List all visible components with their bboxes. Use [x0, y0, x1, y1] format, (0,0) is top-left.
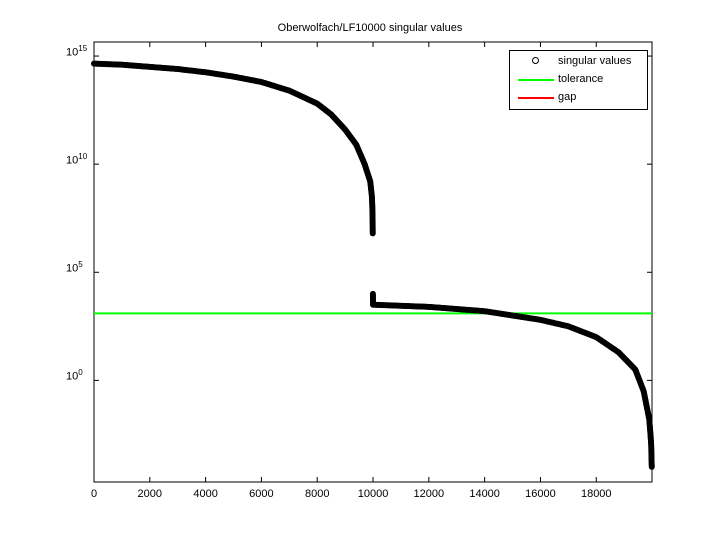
x-tick-label: 8000: [304, 488, 330, 500]
y-tick-label: 105: [66, 260, 83, 275]
x-tick-label: 0: [90, 488, 98, 500]
x-tick-label: 2000: [137, 488, 163, 500]
x-tick-label: 4000: [193, 488, 218, 500]
chart-title: Oberwolfach/LF10000 singular values: [277, 22, 463, 34]
legend: singular values tolerance gap: [509, 50, 648, 110]
green-line-icon: [518, 79, 554, 81]
y-tick-label: 1010: [66, 152, 88, 167]
x-tick-label: 10000: [357, 488, 389, 500]
red-line-icon: [518, 97, 554, 99]
x-tick-label: 16000: [525, 488, 556, 500]
y-tick-label: 100: [66, 368, 83, 384]
circle-marker-icon: [532, 57, 539, 64]
x-tick-label: 12000: [413, 488, 445, 500]
x-tick-label: 14000: [469, 488, 500, 500]
x-tick-label: 18000: [580, 488, 612, 500]
x-tick-label: 6000: [249, 488, 274, 500]
legend-item-gap: gap: [510, 89, 647, 107]
y-tick-label: 1015: [66, 44, 88, 59]
legend-item-tolerance: tolerance: [510, 71, 647, 89]
legend-item-singular-values: singular values: [510, 53, 647, 71]
